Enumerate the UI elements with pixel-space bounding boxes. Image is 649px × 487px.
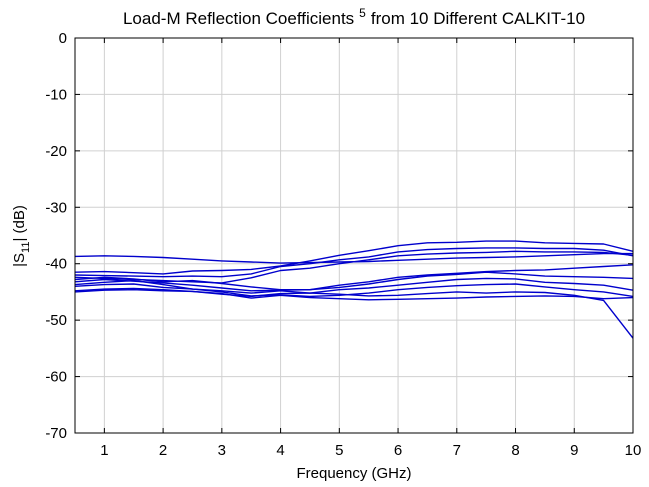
y-tick-label: -50 xyxy=(45,312,67,329)
x-tick-label: 3 xyxy=(218,442,226,459)
series-line-6 xyxy=(74,271,634,292)
x-tick-label: 8 xyxy=(511,442,519,459)
x-tick-label: 10 xyxy=(625,442,642,459)
y-tick-label: -20 xyxy=(45,143,67,160)
y-tick-label: -30 xyxy=(45,199,67,216)
chart-title-suffix: from 10 Different CALKIT-10 xyxy=(371,9,585,28)
series-line-5 xyxy=(74,264,634,291)
y-tick-label: -40 xyxy=(45,256,67,273)
series-line-8 xyxy=(74,283,634,298)
series-line-9 xyxy=(74,287,634,301)
axis-ticks: 1 2 3 4 5 6 7 8 9 10 0 -10 -20 -30 -40 -50 -60 -70 xyxy=(45,30,641,459)
y-tick-label: -60 xyxy=(45,369,67,386)
y-axis-label-subscript: 11 xyxy=(20,242,32,253)
y-axis-label-suffix: | (dB) xyxy=(11,205,28,241)
y-axis-label: |S11| (dB) xyxy=(11,205,32,267)
series-line-10 xyxy=(74,289,634,339)
x-tick-label: 1 xyxy=(100,442,108,459)
x-axis-label: Frequency (GHz) xyxy=(296,465,411,482)
series-line-2 xyxy=(74,240,634,275)
series-line-7 xyxy=(74,277,634,294)
chart-title-superscript: 5 xyxy=(359,6,366,20)
plot-area xyxy=(75,38,633,433)
plot-frame xyxy=(74,37,634,434)
x-tick-label: 5 xyxy=(335,442,343,459)
x-tick-label: 2 xyxy=(159,442,167,459)
x-tick-label: 9 xyxy=(570,442,578,459)
series-lines xyxy=(74,240,634,339)
y-tick-label: -70 xyxy=(45,425,67,442)
x-tick-label: 7 xyxy=(453,442,461,459)
x-tick-label: 6 xyxy=(394,442,402,459)
series-line-3 xyxy=(74,247,634,278)
chart-title: Load-M Reflection Coefficients 5 from 10 D… xyxy=(123,6,585,28)
y-tick-label: 0 xyxy=(59,30,67,47)
series-line-4 xyxy=(74,250,634,284)
chart-title-main: Load-M Reflection Coefficients xyxy=(123,9,354,28)
y-tick-label: -10 xyxy=(45,86,67,103)
y-axis-label-main: |S xyxy=(11,253,28,267)
x-tick-label: 4 xyxy=(276,442,284,459)
